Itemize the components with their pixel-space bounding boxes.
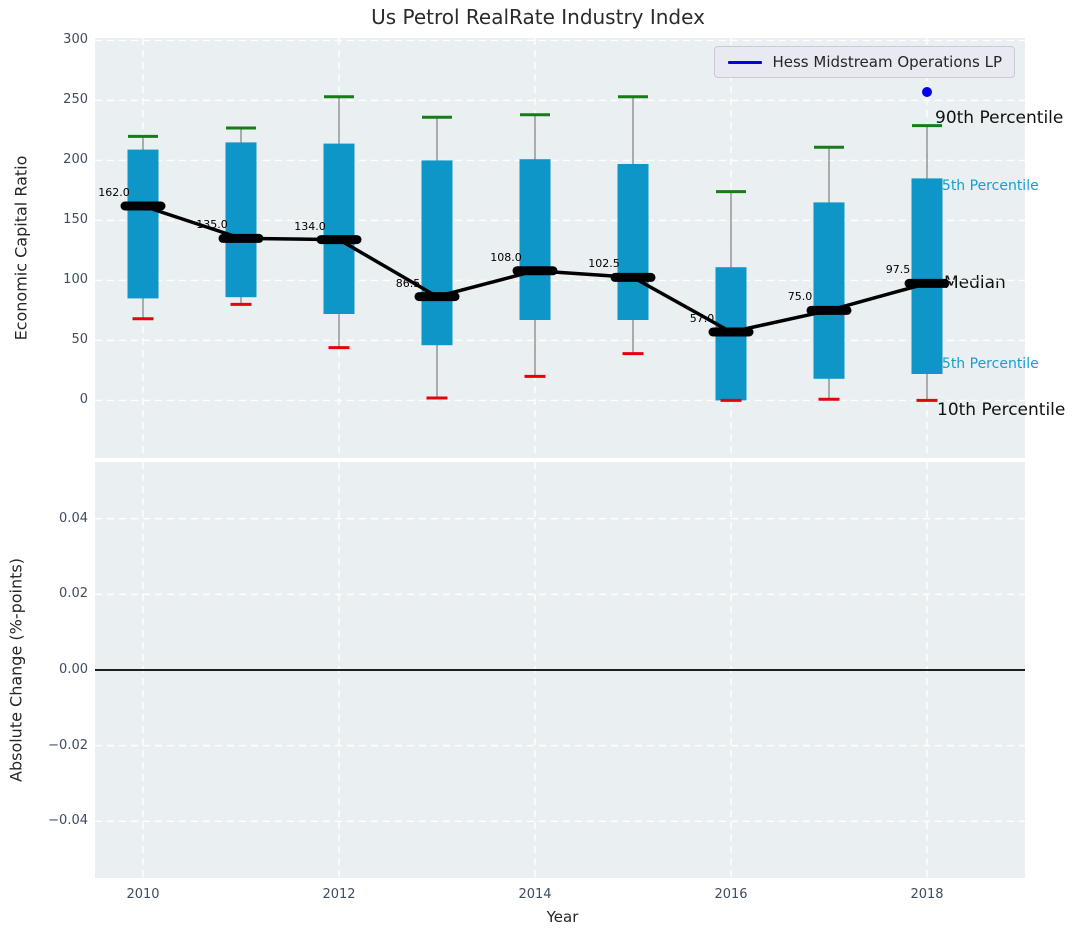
median-marker-2017	[806, 305, 852, 315]
legend-line-swatch	[728, 60, 763, 64]
median-value-label: 134.0	[294, 219, 326, 233]
chart-title: Us Petrol RealRate Industry Index	[371, 5, 705, 29]
y-tick-label-top: 100	[63, 272, 88, 288]
annotation-10th-percentile: 10th Percentile	[937, 400, 1066, 421]
median-marker-2015	[610, 272, 656, 282]
x-tick-label: 2010	[126, 887, 160, 902]
y-tick-label-bottom: 0.00	[59, 662, 88, 677]
y-axis-label-bottom: Absolute Change (%-points)	[6, 558, 26, 782]
x-tick-label: 2018	[910, 887, 944, 902]
box-2013	[421, 160, 453, 346]
box-2018	[911, 178, 943, 374]
y-tick-label-bottom: −0.02	[48, 737, 88, 753]
change-canvas	[95, 462, 1025, 878]
y-axis-label-top: Economic Capital Ratio	[11, 155, 31, 341]
x-tick-label: 2014	[518, 887, 552, 902]
box-2015	[617, 164, 649, 320]
median-value-label: 86.5	[395, 276, 421, 290]
box-2017	[813, 202, 845, 379]
median-marker-2012	[316, 235, 362, 245]
annotation-75th-percentile: 75th Percentile	[933, 178, 1039, 195]
median-marker-2016	[708, 327, 754, 337]
x-tick-label: 2016	[714, 887, 748, 902]
x-tick-label: 2012	[322, 887, 356, 902]
legend: Hess Midstream Operations LP	[714, 46, 1015, 78]
y-tick-label-bottom: 0.02	[59, 586, 88, 602]
median-value-label: 97.5	[885, 263, 911, 277]
annotation-median: Median	[944, 273, 1006, 294]
y-tick-label-top: 150	[63, 212, 88, 228]
y-tick-label-top: 300	[63, 32, 88, 48]
median-marker-2010	[120, 201, 166, 211]
y-tick-label-bottom: 0.04	[59, 510, 88, 526]
median-value-label: 135.0	[196, 218, 228, 232]
box-2012	[323, 143, 355, 314]
plot-absolute-change	[95, 462, 1025, 878]
legend-series-label: Hess Midstream Operations LP	[772, 53, 1002, 71]
box-2014	[519, 159, 551, 320]
y-tick-label-top: 50	[71, 332, 88, 348]
y-tick-label-top: 200	[63, 152, 88, 168]
median-marker-2011	[218, 233, 264, 243]
y-tick-label-bottom: −0.04	[48, 813, 88, 829]
median-value-label: 75.0	[787, 290, 813, 304]
median-value-label: 108.0	[490, 250, 522, 264]
annotation-90th-percentile: 90th Percentile	[935, 107, 1064, 128]
series-point-hess	[922, 87, 932, 97]
box-2011	[225, 142, 257, 298]
boxplot-canvas	[95, 38, 1025, 458]
box-2010	[127, 149, 159, 299]
median-value-label: 102.5	[588, 257, 620, 271]
median-marker-2018	[904, 278, 950, 288]
plot-economic-capital-ratio: Hess Midstream Operations LP 162.0 135.0 1…	[95, 38, 1065, 458]
median-marker-2013	[414, 292, 460, 302]
y-tick-label-top: 250	[63, 92, 88, 108]
x-axis-label: Year	[546, 908, 579, 926]
annotation-25th-percentile: 25th Percentile	[933, 356, 1039, 372]
median-value-label: 162.0	[98, 186, 130, 199]
median-value-label: 57.0	[689, 312, 715, 325]
median-marker-2014	[512, 266, 558, 276]
y-tick-label-top: 0	[79, 392, 88, 408]
